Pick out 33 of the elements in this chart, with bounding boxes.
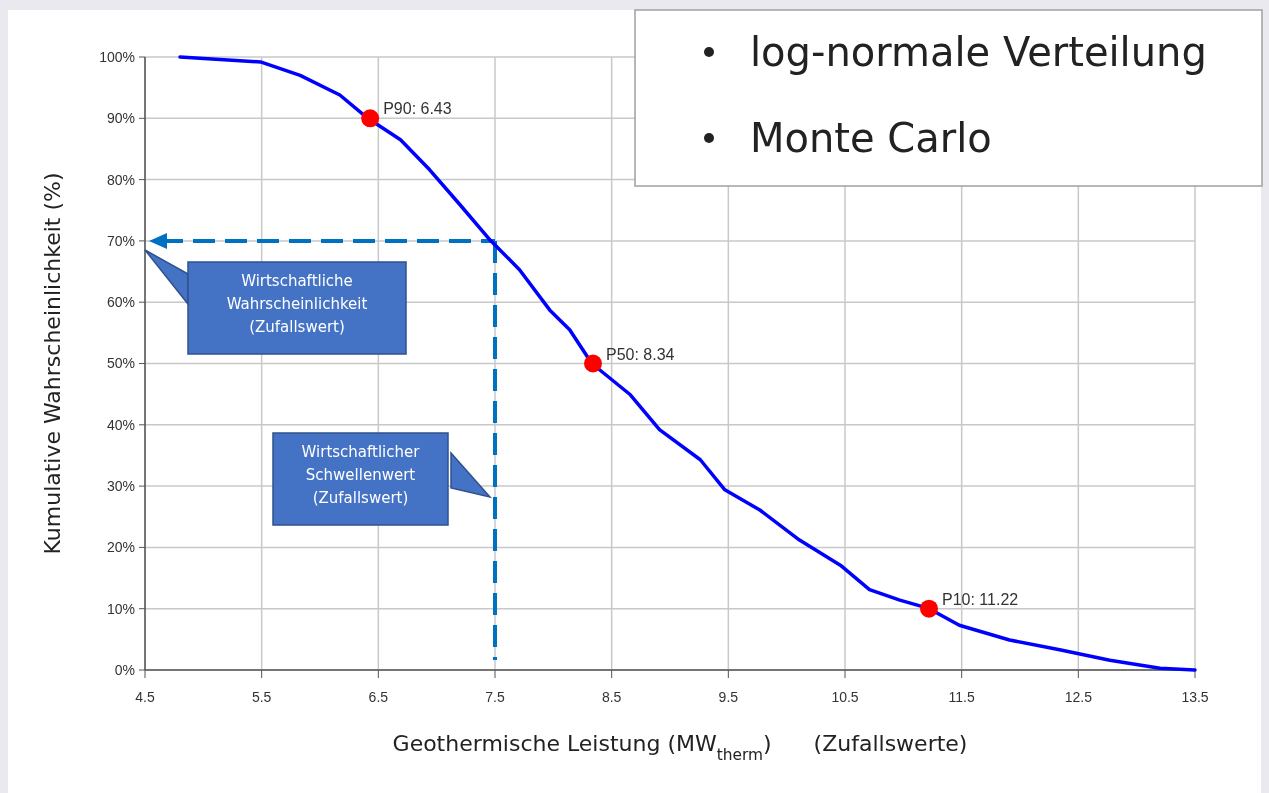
- y-tick-label: 50%: [106, 355, 135, 372]
- point: [920, 599, 938, 618]
- x-tick-label: 5.5: [251, 689, 272, 705]
- y-tick-label: 40%: [106, 416, 135, 433]
- annotation: Monte Carlo: [750, 115, 992, 161]
- x-tick-label: 10.5: [831, 689, 859, 705]
- annotation: Wirtschaftlicher Schwellenwert (Zufallswert): [301, 443, 421, 507]
- y-tick-label: 10%: [106, 600, 135, 617]
- x-tick-label: 13.5: [1181, 689, 1209, 705]
- annotation: Wirtschaftliche Wahrscheinlichkeit (Zufallswert): [226, 272, 368, 336]
- y-tick-label: 70%: [106, 232, 135, 249]
- y-tick-label: 20%: [106, 539, 135, 556]
- x-tick-label: 11.5: [948, 689, 975, 705]
- y-tick-label: 60%: [106, 294, 135, 311]
- x-tick-label: 9.5: [718, 689, 739, 705]
- point: [361, 109, 380, 128]
- y-tick-label: 30%: [106, 478, 135, 494]
- x-tick-label: 4.5: [135, 689, 155, 705]
- x-tick-label: 12.5: [1064, 689, 1093, 705]
- y-tick-label: 90%: [106, 110, 135, 127]
- point: [584, 354, 602, 373]
- y-tick-label: 0%: [114, 661, 135, 678]
- x-axis-title: Geothermische Leistung (MW$_{therm}$) (Zufallswerte): [392, 731, 968, 764]
- x-tick-label: 7.5: [485, 689, 505, 705]
- x-tick-label: 8.5: [601, 689, 622, 705]
- data-label: P50: 8.34: [606, 345, 675, 363]
- x-tick-label: 6.5: [368, 689, 389, 705]
- data-label: P10: 11.22: [942, 590, 1019, 608]
- data-label: P90: 6.43: [383, 100, 452, 118]
- y-tick-label: 80%: [106, 171, 135, 188]
- y-axis-title: Kumulative Wahrscheinlichkeit (%): [40, 172, 65, 555]
- annotation: log-normale Verteilung: [750, 29, 1207, 75]
- y-tick-label: 100%: [99, 48, 135, 65]
